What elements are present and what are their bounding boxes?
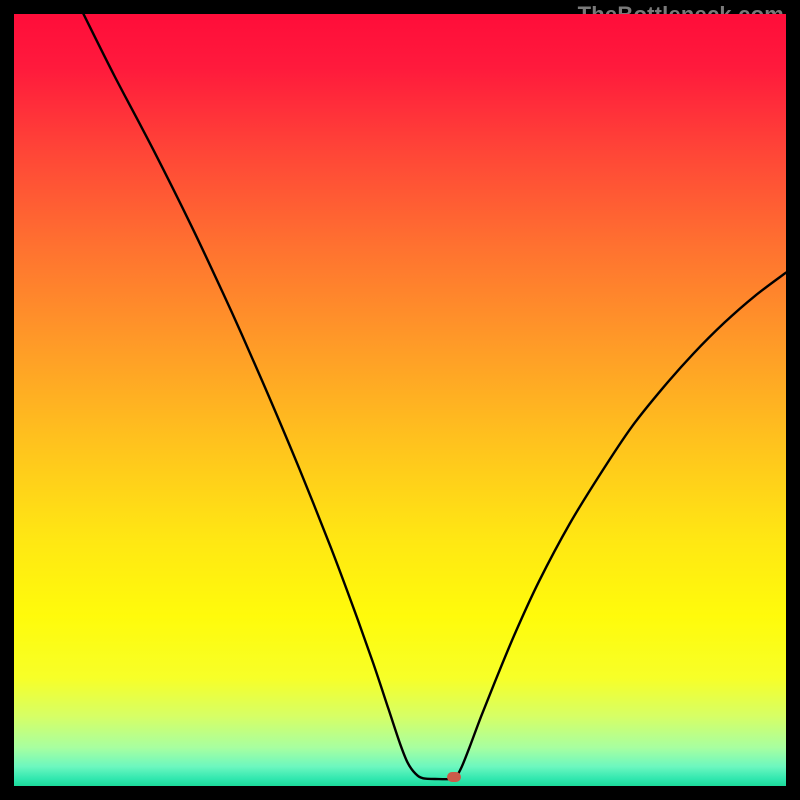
plot-area — [14, 14, 786, 786]
bottleneck-curve — [14, 14, 786, 786]
minimum-marker — [447, 772, 461, 782]
chart-frame: TheBottleneck.com — [0, 0, 800, 800]
